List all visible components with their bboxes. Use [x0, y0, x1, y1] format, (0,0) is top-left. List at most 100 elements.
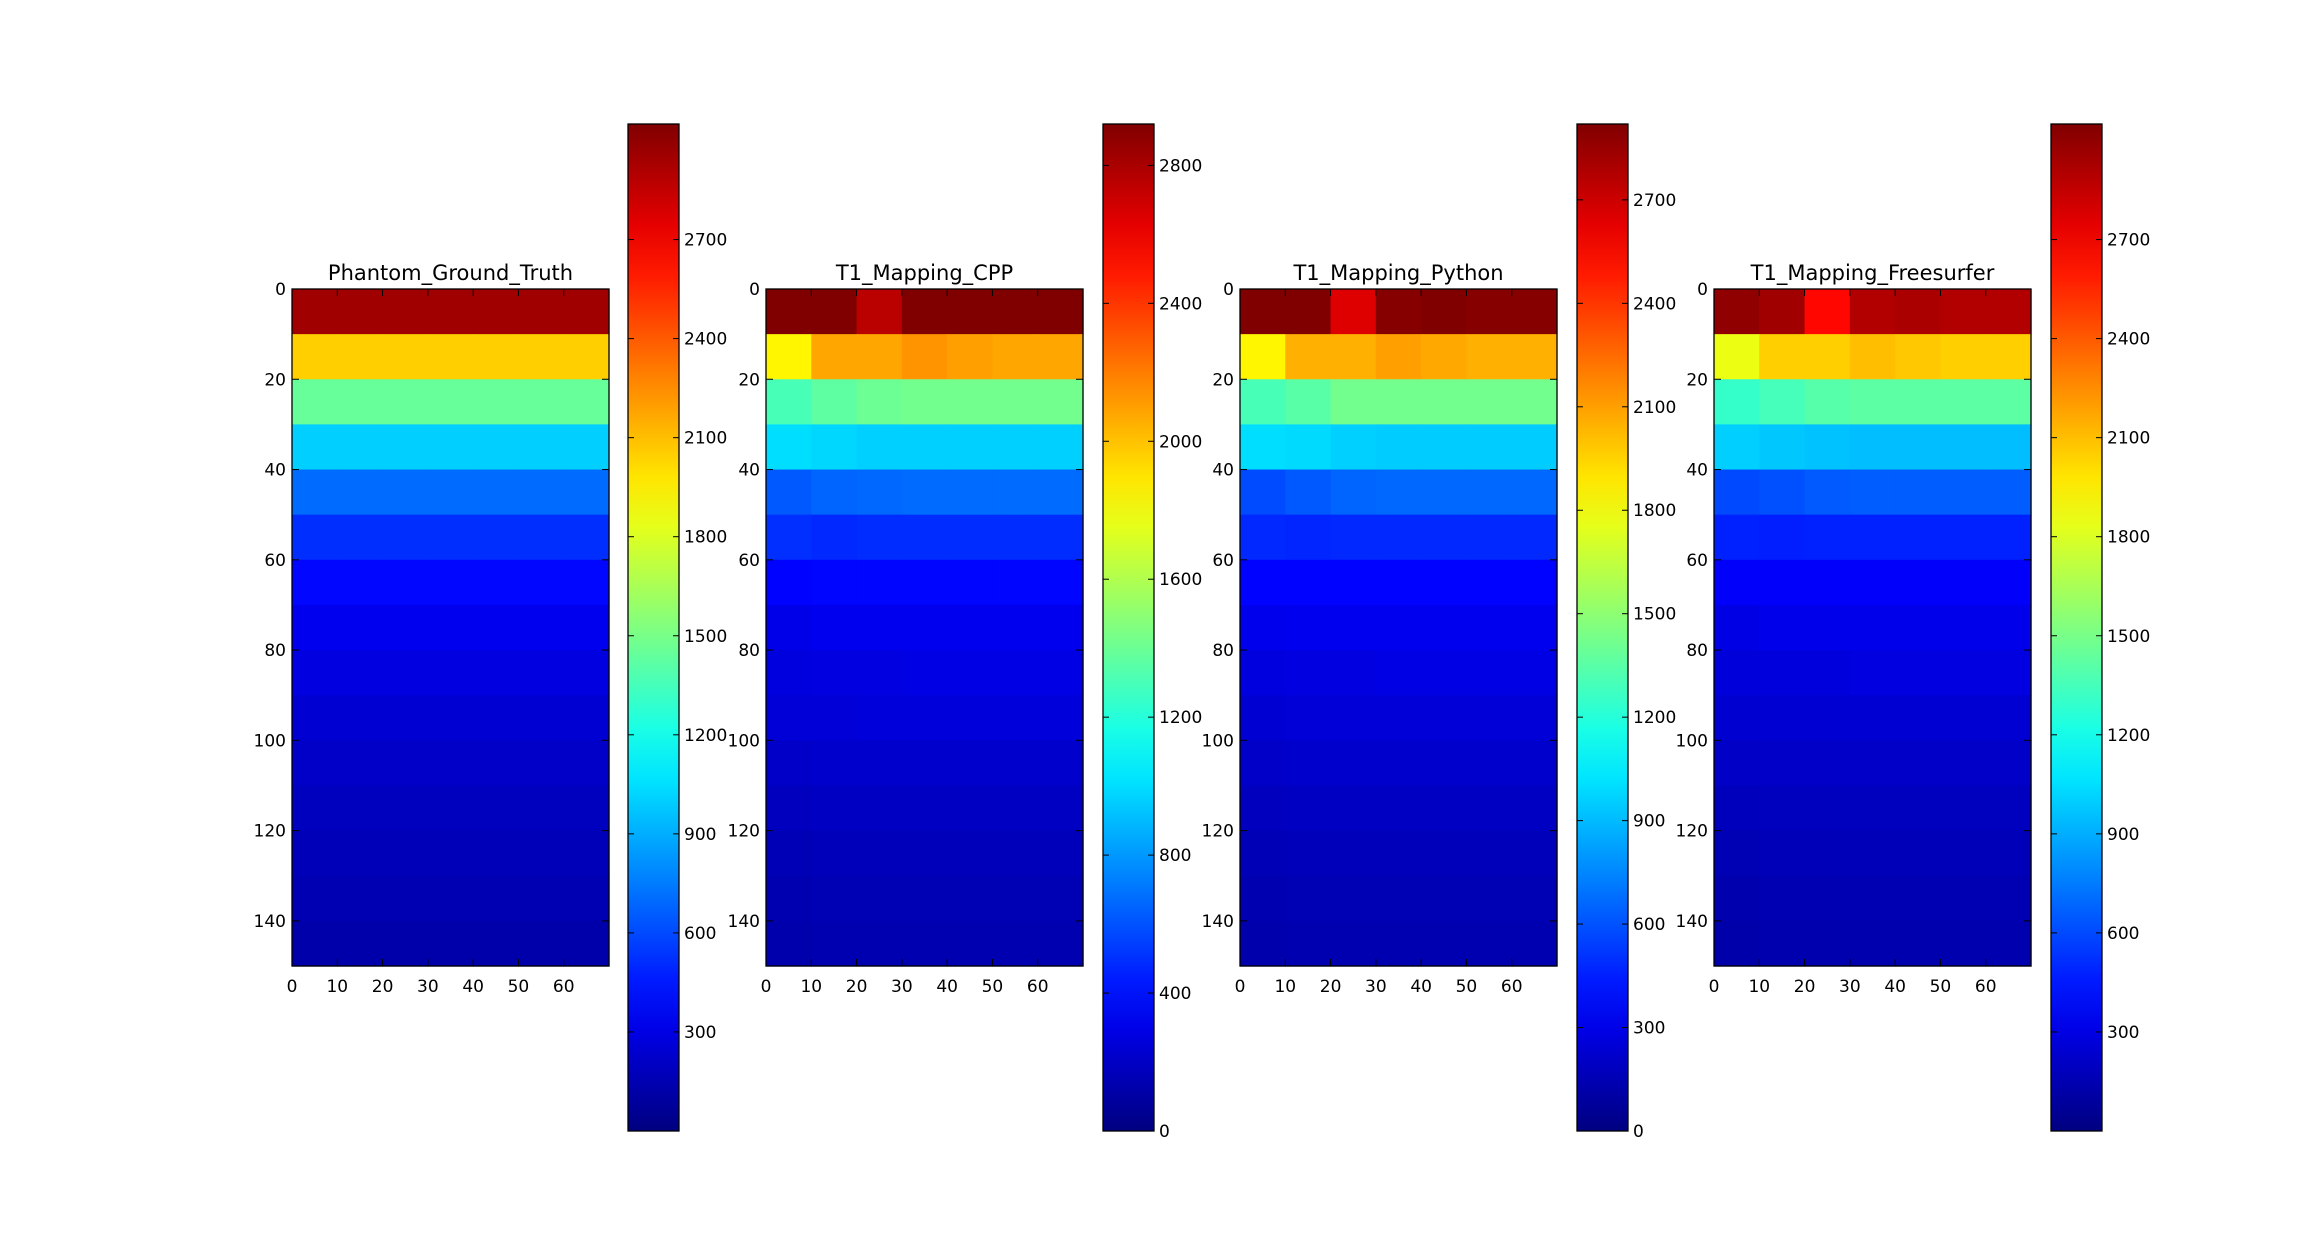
heatmap-cell: [1849, 379, 1896, 425]
colorbar: [1577, 124, 1628, 1131]
heatmap-cell: [947, 785, 994, 832]
heatmap-cell: [1940, 559, 1987, 606]
heatmap-cell: [473, 920, 520, 967]
heatmap-frame: [1713, 288, 2032, 967]
heatmap-cell: [382, 559, 429, 606]
heatmap-cell: [1804, 740, 1851, 787]
heatmap-cell: [563, 604, 610, 651]
heatmap-cell: [1240, 514, 1286, 561]
heatmap-cell: [1714, 740, 1760, 787]
heatmap-cell: [856, 379, 903, 425]
heatmap-cell: [518, 830, 565, 877]
heatmap-cell: [518, 559, 565, 606]
heatmap-cell: [473, 379, 520, 425]
heatmap-cell: [1330, 514, 1377, 561]
heatmap-cell: [1511, 559, 1558, 606]
heatmap-cell: [1240, 379, 1286, 425]
heatmap-cell: [1849, 785, 1896, 832]
x-tick-label: 60: [1027, 977, 1049, 997]
heatmap-cell: [1466, 920, 1513, 967]
heatmap-cell: [1421, 695, 1468, 741]
y-tick-label: 20: [738, 370, 760, 390]
y-tick-label: 60: [738, 551, 760, 571]
panel-title: T1_Mapping_CPP: [835, 261, 1013, 286]
heatmap-cell: [1985, 604, 2032, 651]
heatmap-cell: [337, 469, 384, 516]
heatmap-cell: [427, 289, 474, 335]
heatmap-cell: [427, 650, 474, 696]
heatmap-cell: [1985, 830, 2032, 877]
heatmap-cell: [1240, 650, 1286, 696]
heatmap-cell: [1466, 830, 1513, 877]
colorbar-tick-label: 1500: [2107, 627, 2150, 647]
y-tick-label: 120: [1676, 822, 1708, 842]
heatmap-cell: [1511, 514, 1558, 561]
heatmap-cell: [901, 559, 948, 606]
heatmap-cell: [1240, 785, 1286, 832]
heatmap-cell: [901, 830, 948, 877]
heatmap-cell: [1421, 559, 1468, 606]
y-tick-label: 40: [1212, 461, 1234, 481]
heatmap-cell: [1240, 830, 1286, 877]
heatmap-cell: [1985, 695, 2032, 741]
heatmap-cell: [1240, 695, 1286, 741]
heatmap-cell: [1759, 469, 1806, 516]
colorbar-tick-label: 2400: [1633, 294, 1676, 314]
heatmap-cell: [1804, 785, 1851, 832]
heatmap-cell: [563, 740, 610, 787]
heatmap-cell: [1037, 289, 1084, 335]
y-tick-label: 40: [1686, 461, 1708, 481]
heatmap-cell: [856, 875, 903, 922]
heatmap-cell: [947, 740, 994, 787]
heatmap-cell: [1804, 830, 1851, 877]
heatmap-cell: [992, 740, 1039, 787]
colorbar-tick-label: 1800: [684, 528, 727, 548]
heatmap-cell: [518, 334, 565, 380]
heatmap-cell: [811, 289, 858, 335]
heatmap-cell: [1511, 424, 1558, 471]
heatmap-cell: [382, 875, 429, 922]
heatmap-cell: [1375, 514, 1422, 561]
heatmap-cell: [1285, 785, 1332, 832]
heatmap-cell: [337, 875, 384, 922]
colorbar-tick-label: 300: [2107, 1023, 2139, 1043]
heatmap-cell: [563, 875, 610, 922]
heatmap-cell: [1037, 379, 1084, 425]
heatmap-cell: [901, 650, 948, 696]
heatmap-cell: [1849, 289, 1896, 335]
heatmap-cell: [1330, 830, 1377, 877]
heatmap-cell: [1466, 559, 1513, 606]
heatmap-cell: [901, 469, 948, 516]
heatmap-cell: [473, 289, 520, 335]
heatmap-cell: [518, 469, 565, 516]
x-tick-label: 10: [800, 977, 822, 997]
heatmap-cell: [1285, 740, 1332, 787]
heatmap-cell: [766, 830, 812, 877]
y-tick-label: 0: [1697, 280, 1708, 300]
heatmap-cell: [1940, 379, 1987, 425]
heatmap-cell: [1466, 695, 1513, 741]
colorbar-tick-label: 2100: [1633, 398, 1676, 418]
heatmap-frame: [291, 288, 610, 967]
heatmap-cell: [1285, 830, 1332, 877]
heatmap-cell: [947, 379, 994, 425]
heatmap-cell: [1895, 424, 1942, 471]
heatmap-cell: [856, 695, 903, 741]
heatmap-cell: [1804, 424, 1851, 471]
heatmap-cell: [518, 785, 565, 832]
heatmap-cell: [1421, 650, 1468, 696]
heatmap-cell: [947, 695, 994, 741]
heatmap-cell: [1849, 695, 1896, 741]
colorbar-frame: [1102, 123, 1155, 1132]
heatmap-cell: [1849, 875, 1896, 922]
heatmap-cell: [1940, 604, 1987, 651]
heatmap-cell: [1714, 469, 1760, 516]
heatmap-cell: [1714, 424, 1760, 471]
heatmap-cell: [1240, 740, 1286, 787]
heatmap-cell: [811, 559, 858, 606]
heatmap-cell: [337, 740, 384, 787]
heatmap-cell: [1037, 695, 1084, 741]
heatmap-cell: [856, 604, 903, 651]
heatmap-cell: [1511, 469, 1558, 516]
heatmap-cell: [1895, 740, 1942, 787]
